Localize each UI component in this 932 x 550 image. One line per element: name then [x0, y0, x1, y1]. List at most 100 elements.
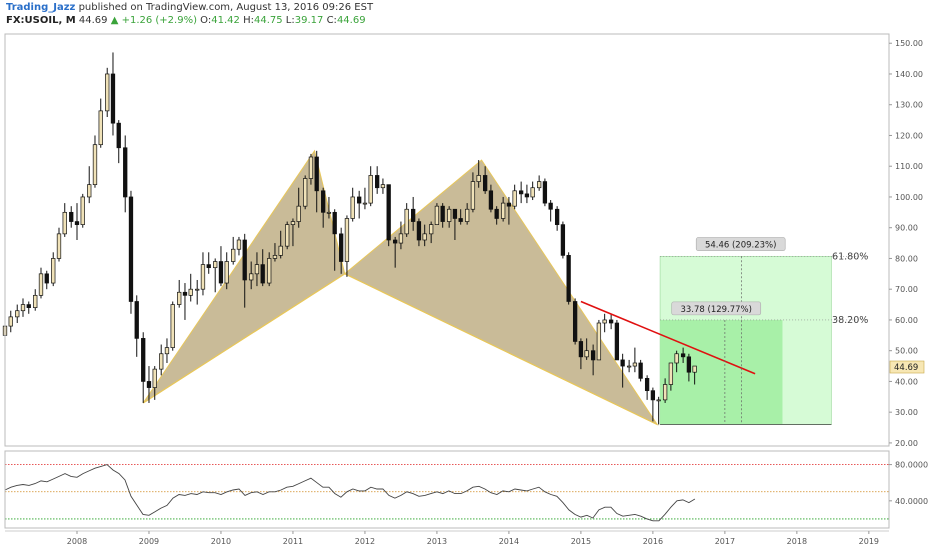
time-tick-label: 2016	[643, 537, 663, 546]
candle-up	[51, 258, 56, 284]
candle-up	[87, 184, 92, 198]
candle-up	[152, 368, 157, 388]
candle-down	[680, 353, 686, 358]
candle-down	[386, 184, 391, 241]
price-tick-label: 140.00	[895, 70, 923, 79]
candle-down	[134, 301, 139, 339]
price-tick-label: 50.00	[895, 347, 918, 356]
candle-up	[170, 304, 175, 348]
candle-up	[231, 248, 236, 262]
time-tick-label: 2014	[499, 537, 519, 546]
price-tick-label: 150.00	[895, 39, 923, 48]
candle-up	[105, 73, 110, 112]
candle-up	[470, 181, 476, 210]
candle-down	[357, 196, 362, 204]
candle-up	[404, 208, 409, 235]
candle-up	[213, 261, 218, 269]
candle-up	[674, 353, 679, 364]
fib-382-label: 38.20%	[832, 315, 868, 326]
rsi-pane-frame	[4, 450, 890, 529]
candle-up	[296, 205, 301, 222]
candle-up	[662, 384, 668, 401]
axes-layer: 150.00 140.00 130.00 120.00 110.00 100.00 90.0…	[4, 33, 928, 546]
candle-down	[206, 264, 211, 269]
candle-up	[92, 144, 98, 186]
candle-down	[518, 190, 524, 195]
candle-up	[200, 264, 206, 290]
candle-down	[578, 341, 584, 358]
candle-up	[195, 288, 200, 291]
candle-up	[596, 322, 602, 361]
candle-up	[465, 208, 470, 222]
candle-down	[483, 175, 488, 192]
candle-up	[249, 273, 254, 281]
candle-up	[267, 258, 272, 284]
price-change: ▲ +1.26 (+2.9%)	[110, 15, 197, 26]
candle-down	[260, 264, 265, 284]
candle-up	[254, 264, 260, 275]
candle-up	[164, 347, 170, 355]
candle-up	[692, 365, 697, 373]
publish-info: published on TradingView.com, August 13,…	[78, 2, 374, 13]
candle-up	[188, 288, 193, 296]
time-tick-label: 2018	[787, 537, 807, 546]
candle-up	[362, 202, 368, 205]
price-tick-label: 20.00	[895, 439, 918, 448]
candle-down	[69, 211, 74, 222]
candle-down	[686, 356, 692, 373]
time-tick-label: 2013	[427, 537, 447, 546]
publish-line: Trading_Jazz published on TradingView.co…	[6, 2, 373, 13]
candle-up	[476, 175, 481, 182]
red-trendline	[580, 300, 756, 375]
high-label: H:	[243, 15, 254, 26]
candle-up	[62, 211, 67, 235]
candle-down	[416, 221, 422, 241]
candle-up	[33, 294, 38, 308]
rsi-tick-label: 40.0000	[895, 497, 928, 506]
time-tick-label: 2015	[571, 537, 591, 546]
author-link[interactable]: Trading_Jazz	[6, 2, 76, 13]
candle-down	[620, 359, 625, 367]
price-tick-label: 120.00	[895, 131, 923, 140]
candle-up	[326, 211, 332, 214]
candle-up	[429, 224, 434, 235]
time-tick-label: 2008	[67, 537, 87, 546]
candle-down	[560, 224, 566, 256]
price-tick-label: 60.00	[895, 316, 918, 325]
candle-down	[110, 73, 116, 124]
candle-down	[554, 208, 560, 225]
outer-measure-label: 54.46 (209.23%)	[705, 241, 777, 251]
price-tick-label: 100.00	[895, 193, 923, 202]
candle-down	[44, 273, 49, 284]
candle-up	[512, 190, 517, 207]
candle-up	[224, 261, 229, 284]
candle-down	[314, 156, 319, 192]
outer-measure-label-bg	[695, 237, 786, 251]
candle-down	[542, 181, 548, 204]
candle-down	[440, 205, 445, 222]
candle-down	[411, 208, 416, 222]
close-label: C:	[326, 15, 337, 26]
candle-up	[236, 239, 242, 250]
symbol-label: FX:USOIL, M	[6, 15, 76, 26]
price-tick-label: 40.00	[895, 377, 918, 386]
low-value: 39.17	[294, 15, 324, 26]
candle-down	[566, 255, 571, 302]
harmonic-xb-edge	[142, 273, 346, 404]
price-tick-label: 80.00	[895, 254, 918, 263]
candle-up	[56, 233, 62, 259]
candle-up	[398, 233, 404, 244]
candle-down	[650, 390, 656, 401]
candle-down	[506, 202, 512, 207]
candle-down	[524, 193, 530, 198]
candle-up	[447, 208, 452, 222]
candle-up	[285, 224, 290, 247]
harmonic-pattern	[142, 149, 659, 426]
candle-down	[375, 175, 380, 189]
harmonic-bcd-triangle	[343, 159, 659, 426]
time-tick-label: 2019	[859, 537, 879, 546]
candle-up	[272, 255, 278, 259]
candle-up	[422, 233, 427, 241]
inner-measure-label-bg	[671, 301, 762, 316]
